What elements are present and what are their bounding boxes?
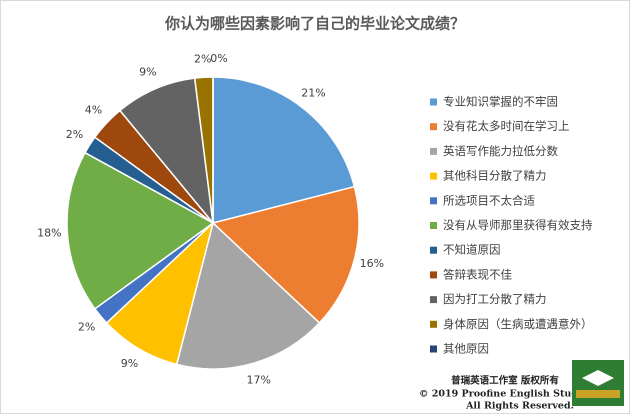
pie-slice [212,76,356,224]
data-label: 16% [360,257,384,270]
pie-slice [211,185,360,325]
data-label: 9% [139,65,156,78]
watermark: © 2019 Proofine English Studio. [419,389,591,400]
watermark: 普瑞英语工作室 版权所有 [451,375,559,387]
legend-label: 没有花太多时间在学习上 [443,119,570,133]
data-label: 0% [210,52,227,65]
logo-ribbon [576,390,620,398]
data-label: 21% [301,86,325,99]
pie-slice [105,220,215,366]
data-label: 18% [37,226,61,239]
watermark: All Rights Reserved. [465,401,574,412]
legend-label: 没有从导师那里获得有效支持 [443,218,593,232]
pie-slice [175,221,321,370]
legend-swatch [430,147,437,155]
legend-swatch [430,271,437,279]
legend-label: 不知道原因 [443,243,501,257]
legend-swatch [430,197,437,205]
pie-slice [66,151,215,310]
legend-label: 所选项目不太合适 [443,193,535,207]
legend-label: 因为打工分散了精力 [443,292,547,306]
legend-swatch [430,222,437,229]
legend-label: 身体原因（生病或遭遇意外） [443,317,593,331]
data-label: 2% [78,321,95,334]
legend-label: 答辩表现不佳 [443,267,512,281]
legend-swatch [430,320,437,328]
pie-slice [118,77,215,226]
data-label: 9% [121,357,138,370]
logo-cap [582,370,614,386]
data-label: 17% [247,373,271,386]
logo [572,360,624,406]
legend-label: 专业知识掌握的不牢固 [443,95,558,109]
legend-label: 其他原因 [443,342,489,356]
chart-title: 你认为哪些因素影响了自己的毕业论文成绩？ [164,15,465,33]
legend-swatch [430,172,437,180]
legend-swatch [430,98,437,106]
data-label: 4% [85,104,102,117]
legend-swatch [430,345,437,353]
data-label: 2% [66,128,83,141]
legend-label: 其他科目分散了精力 [443,169,547,183]
legend-swatch [430,296,437,304]
legend-swatch [430,246,437,254]
legend-swatch [430,123,437,131]
data-label: 2% [194,52,211,65]
legend-label: 英语写作能力拉低分数 [443,144,558,158]
